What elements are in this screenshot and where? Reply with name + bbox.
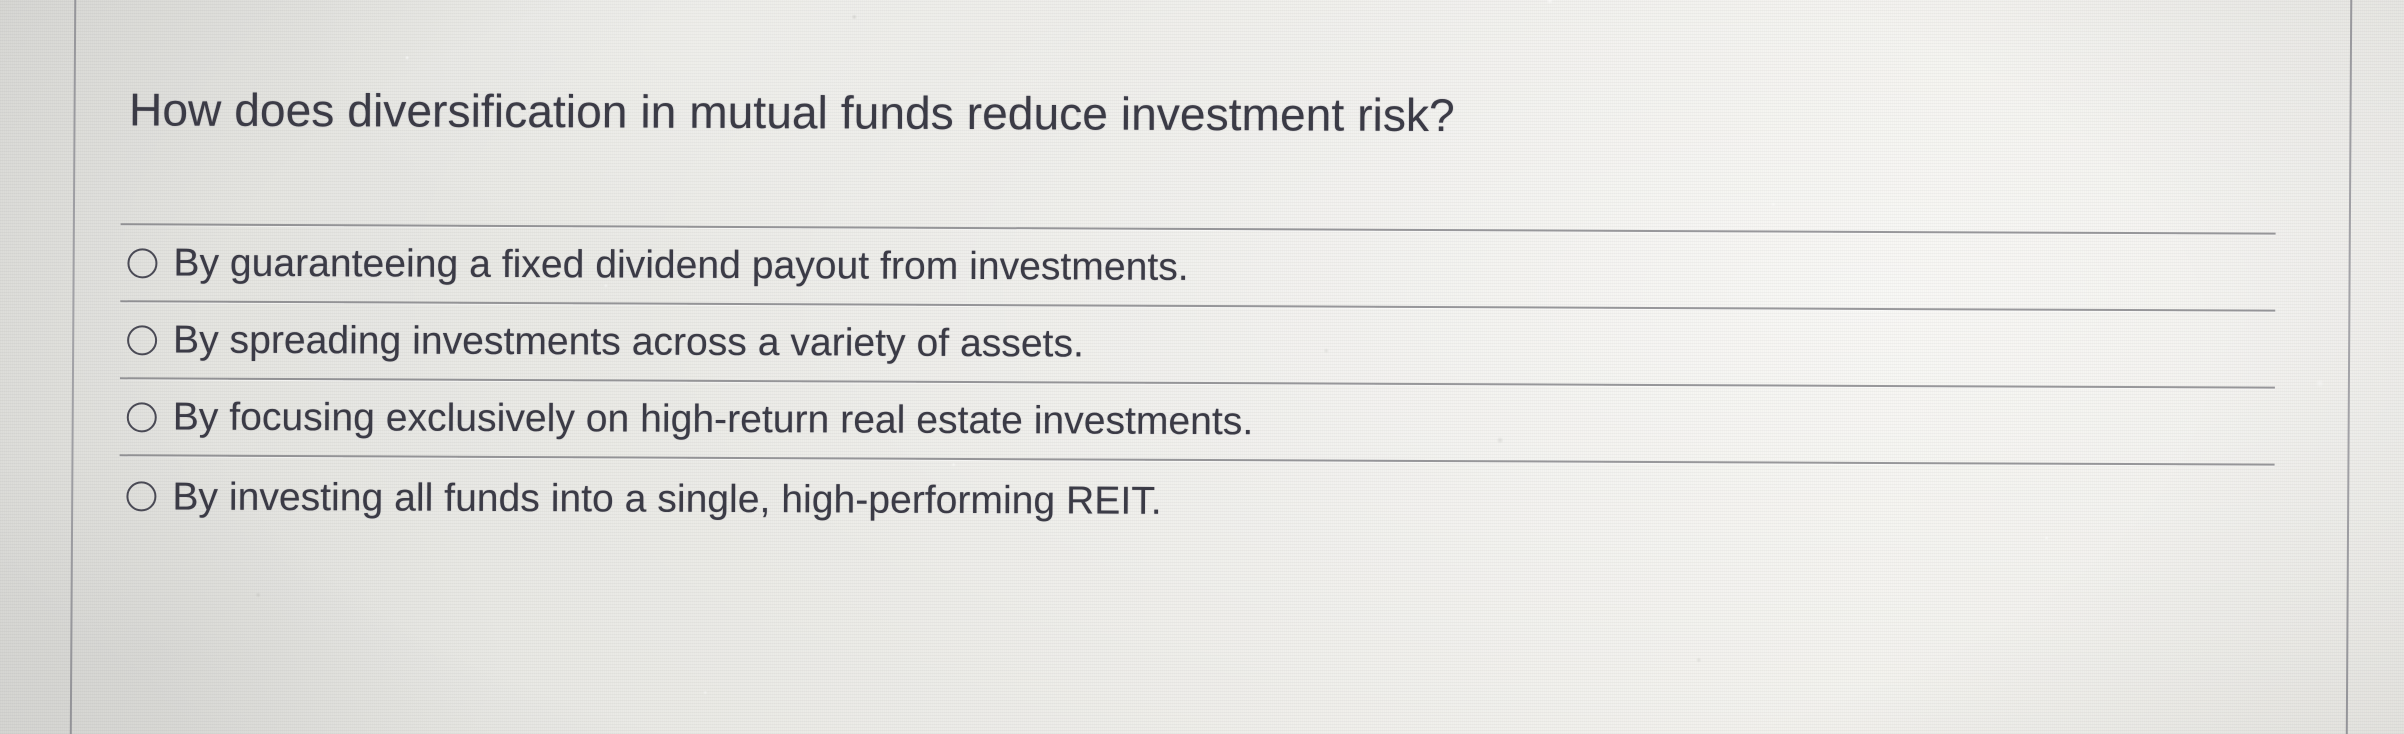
radio-button-icon-a[interactable] xyxy=(127,247,158,278)
radio-button-icon-c[interactable] xyxy=(126,401,157,432)
answer-option-label-a: By guaranteeing a fixed dividend payout … xyxy=(173,241,1189,289)
radio-button-icon-d[interactable] xyxy=(126,481,157,512)
radio-button-icon-b[interactable] xyxy=(127,324,158,355)
answer-options-list: By guaranteeing a fixed dividend payout … xyxy=(119,223,2276,545)
answer-option-label-d: By investing all funds into a single, hi… xyxy=(172,475,1162,523)
question-text: How does diversification in mutual funds… xyxy=(129,83,1455,142)
answer-option-label-c: By focusing exclusively on high-return r… xyxy=(172,395,1254,444)
answer-option-c[interactable]: By focusing exclusively on high-return r… xyxy=(120,379,2275,463)
answer-option-b[interactable]: By spreading investments across a variet… xyxy=(120,302,2275,386)
answer-option-label-b: By spreading investments across a variet… xyxy=(173,318,1085,366)
answer-option-d[interactable]: By investing all funds into a single, hi… xyxy=(119,456,2274,545)
answer-option-a[interactable]: By guaranteeing a fixed dividend payout … xyxy=(120,225,2275,309)
